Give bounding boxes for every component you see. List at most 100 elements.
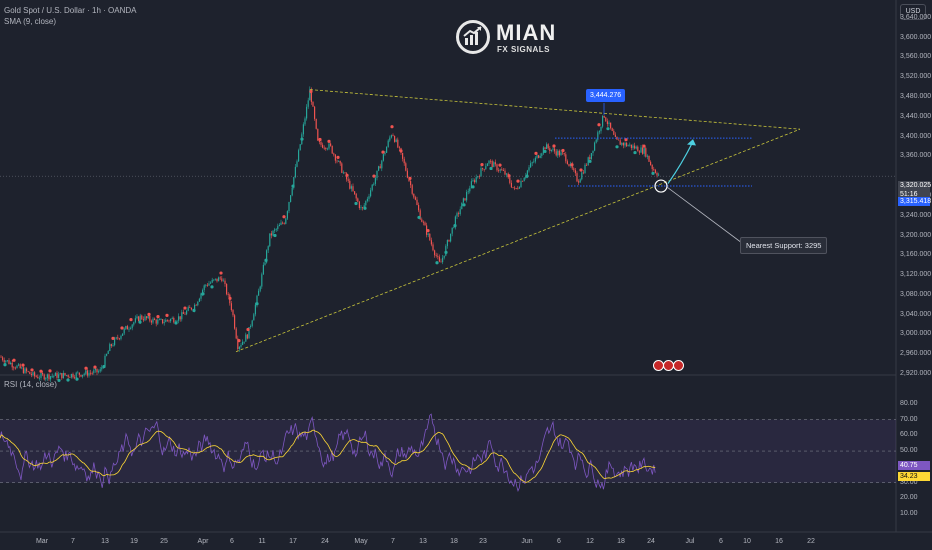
candle-body <box>610 122 612 129</box>
signal-dot <box>174 321 178 325</box>
candle-body <box>334 154 336 161</box>
candle-body <box>176 320 178 322</box>
bar-countdown: 51:16 <box>900 191 918 198</box>
signal-dot <box>48 369 52 373</box>
candle-body <box>245 334 247 342</box>
candle-body <box>144 316 146 321</box>
candle-body <box>29 371 31 375</box>
candle-body <box>590 152 592 160</box>
candle-body <box>648 155 650 162</box>
us-flag-icon[interactable] <box>673 360 684 371</box>
economic-events[interactable] <box>653 360 685 371</box>
time-tick: 7 <box>391 538 395 545</box>
candle-body <box>294 166 296 178</box>
candle-body <box>565 154 567 162</box>
candle-body <box>354 191 356 194</box>
candle-body <box>456 213 458 217</box>
candle-body <box>394 136 396 142</box>
candle-body <box>658 174 660 176</box>
candle-body <box>398 147 400 149</box>
candle-body <box>253 314 255 321</box>
candle-body <box>387 140 389 147</box>
signal-dot <box>588 159 592 163</box>
candle-body <box>2 357 4 361</box>
candle-body <box>186 310 188 315</box>
candle-body <box>150 320 152 323</box>
candle-body <box>152 318 154 323</box>
candle-body <box>624 142 626 146</box>
signal-dot <box>444 250 448 254</box>
current-price-value: 3,320.025 <box>900 182 932 189</box>
candle-body <box>522 180 524 182</box>
candle-body <box>326 148 328 150</box>
candle-body <box>114 338 116 346</box>
candle-body <box>560 152 562 156</box>
candle-body <box>155 319 157 324</box>
candle-body <box>477 176 479 178</box>
candle-body <box>91 372 93 374</box>
candle-body <box>104 355 106 367</box>
signal-dot <box>246 327 250 332</box>
time-tick: 17 <box>289 538 297 545</box>
candle-body <box>632 145 634 148</box>
candle-body <box>61 373 63 379</box>
candle-body <box>48 374 50 380</box>
symbol-legend[interactable]: Gold Spot / U.S. Dollar · 1h · OANDA <box>4 6 137 15</box>
sma-legend[interactable]: SMA (9, close) <box>4 17 57 26</box>
candle-body <box>592 150 594 153</box>
lower-trendline <box>235 128 801 353</box>
candle-body <box>530 163 532 168</box>
candle-body <box>379 166 381 169</box>
candle-body <box>317 128 319 141</box>
signal-dot <box>102 364 106 369</box>
signal-dot <box>291 184 295 188</box>
candle-body <box>112 345 114 346</box>
candle-body <box>232 310 234 316</box>
candle-body <box>78 372 80 375</box>
candle-body <box>162 319 164 324</box>
candle-body <box>115 337 117 339</box>
candle-body <box>646 155 648 157</box>
candle-body <box>357 198 359 202</box>
candle-body <box>200 293 202 299</box>
candle-body <box>510 182 512 188</box>
candle-body <box>59 373 61 375</box>
candle-body <box>342 172 344 174</box>
candle-body <box>370 190 372 197</box>
candle-body <box>258 290 260 296</box>
candle-body <box>597 132 599 140</box>
candle-body <box>101 367 103 370</box>
candle-body <box>277 226 279 229</box>
time-tick: 7 <box>71 538 75 545</box>
signal-dot <box>138 320 142 324</box>
candle-body <box>587 157 589 166</box>
candle-body <box>110 344 112 346</box>
price-tick: 3,000.000 <box>900 330 932 338</box>
candle-body <box>67 375 69 377</box>
candle-body <box>242 341 244 345</box>
candle-body <box>267 246 269 251</box>
candle-body <box>70 373 72 378</box>
price-tick: 3,360.000 <box>900 152 932 160</box>
support-label[interactable]: Nearest Support: 3295 <box>740 237 828 254</box>
candle-body <box>309 89 311 101</box>
candle-body <box>427 233 429 235</box>
candle-body <box>306 106 308 119</box>
candle-body <box>558 150 560 156</box>
time-tick: 24 <box>321 538 329 545</box>
candle-body <box>0 356 2 358</box>
candle-body <box>443 255 445 258</box>
candle-body <box>226 283 228 295</box>
candle-body <box>288 202 290 212</box>
currency-button[interactable]: USD <box>900 4 926 20</box>
candle-body <box>43 374 45 380</box>
time-tick: 10 <box>743 538 751 545</box>
rsi-legend[interactable]: RSI (14, close) <box>4 380 57 389</box>
candle-body <box>37 376 39 379</box>
candle-body <box>262 264 264 275</box>
candle-body <box>77 372 79 374</box>
candle-body <box>520 180 522 188</box>
peak-price-label[interactable]: 3,444.276 <box>586 89 626 102</box>
